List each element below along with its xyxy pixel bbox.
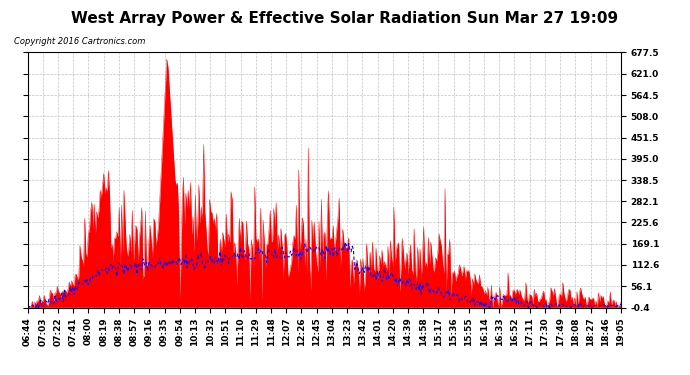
Text: Copyright 2016 Cartronics.com: Copyright 2016 Cartronics.com [14, 38, 145, 46]
Text: West Array Power & Effective Solar Radiation Sun Mar 27 19:09: West Array Power & Effective Solar Radia… [72, 11, 618, 26]
Text: Radiation (Effective w/m2): Radiation (Effective w/m2) [343, 32, 457, 41]
Text: West Array (DC Watts): West Array (DC Watts) [518, 32, 614, 41]
